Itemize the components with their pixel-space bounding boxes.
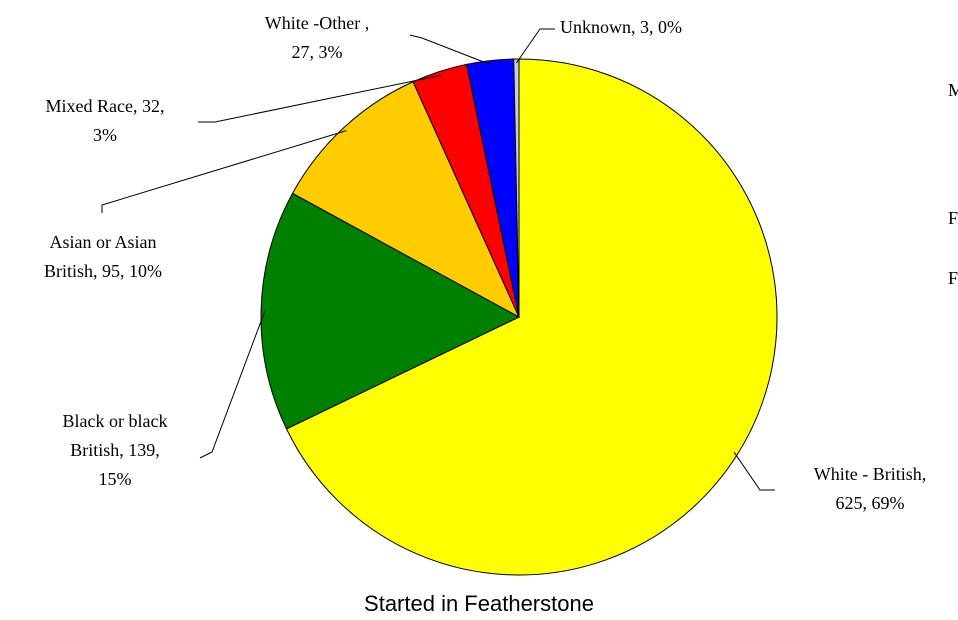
data-label: 15% bbox=[99, 469, 132, 489]
leader-line bbox=[198, 74, 441, 123]
leader-line bbox=[409, 34, 491, 66]
data-label: White -Other , bbox=[265, 13, 369, 33]
legend-text: M bbox=[948, 80, 958, 100]
data-label: British, 139, bbox=[70, 440, 160, 460]
data-label: British, 95, 10% bbox=[44, 261, 162, 281]
legend-text: F bbox=[948, 268, 958, 288]
leader-line bbox=[733, 451, 775, 491]
leader-line bbox=[199, 310, 266, 459]
data-label: 27, 3% bbox=[292, 42, 343, 62]
data-label: 3% bbox=[93, 125, 117, 145]
pie-slice bbox=[260, 192, 521, 430]
pie-slice bbox=[285, 58, 778, 576]
data-label: Mixed Race, 32, bbox=[46, 96, 165, 116]
data-label: 625, 69% bbox=[836, 493, 905, 513]
leader-line bbox=[101, 130, 347, 213]
legend-text: F bbox=[948, 208, 958, 228]
chart-title: Started in Featherstone bbox=[364, 591, 594, 616]
data-label: Black or black bbox=[63, 411, 168, 431]
data-label: Unknown, 3, 0% bbox=[560, 17, 682, 37]
leader-line bbox=[515, 28, 555, 64]
pie-slice bbox=[291, 81, 521, 319]
data-label: Asian or Asian bbox=[50, 232, 157, 252]
data-label: White - British, bbox=[814, 464, 926, 484]
